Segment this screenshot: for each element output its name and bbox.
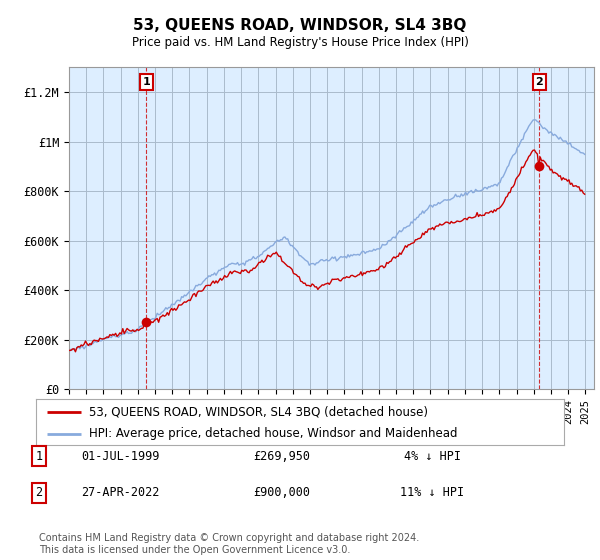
Text: 01-JUL-1999: 01-JUL-1999	[81, 450, 159, 463]
Text: 4% ↓ HPI: 4% ↓ HPI	[404, 450, 461, 463]
Text: Price paid vs. HM Land Registry's House Price Index (HPI): Price paid vs. HM Land Registry's House …	[131, 36, 469, 49]
Text: 1: 1	[143, 77, 151, 87]
Text: £900,000: £900,000	[254, 486, 311, 500]
Text: 2: 2	[35, 486, 43, 500]
Text: Contains HM Land Registry data © Crown copyright and database right 2024.
This d: Contains HM Land Registry data © Crown c…	[39, 533, 419, 555]
Text: 53, QUEENS ROAD, WINDSOR, SL4 3BQ: 53, QUEENS ROAD, WINDSOR, SL4 3BQ	[133, 18, 467, 32]
Text: 11% ↓ HPI: 11% ↓ HPI	[400, 486, 464, 500]
Text: 2: 2	[536, 77, 544, 87]
Text: £269,950: £269,950	[254, 450, 311, 463]
Text: HPI: Average price, detached house, Windsor and Maidenhead: HPI: Average price, detached house, Wind…	[89, 427, 457, 440]
Text: 1: 1	[35, 450, 43, 463]
Text: 27-APR-2022: 27-APR-2022	[81, 486, 159, 500]
Text: 53, QUEENS ROAD, WINDSOR, SL4 3BQ (detached house): 53, QUEENS ROAD, WINDSOR, SL4 3BQ (detac…	[89, 405, 428, 419]
